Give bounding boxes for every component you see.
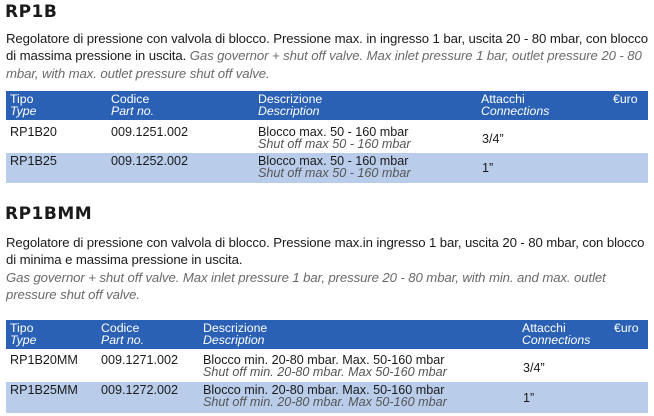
description-italian: Regolatore di pressione con valvola di b… — [6, 235, 645, 268]
row-code: 009.1252.002 — [111, 154, 189, 168]
table-row: RP1B25MM 009.1272.002 Blocco min. 20-80 … — [6, 382, 648, 413]
row-description: Blocco max. 50 - 160 mbar Shut off max 50… — [258, 125, 411, 151]
row-connection: 1” — [523, 391, 535, 405]
header-connections: Attacchi Connections — [481, 92, 550, 118]
header-price: €uro — [614, 321, 639, 335]
row-type: RP1B25 — [10, 154, 57, 168]
table-header-rp1b: Tipo Type Codice Part no. Descrizione Descr… — [6, 91, 648, 120]
header-connections: Attacchi Connections — [522, 321, 591, 347]
row-type: RP1B25MM — [10, 383, 78, 397]
row-description: Blocco min. 20-80 mbar. Max. 50-160 mbar… — [203, 353, 447, 379]
header-price: €uro — [613, 92, 638, 106]
row-code: 009.1271.002 — [101, 353, 179, 367]
table-row: RP1B20MM 009.1271.002 Blocco min. 20-80 … — [6, 351, 648, 381]
description-italian: Regolatore di pressione con valvola di b… — [6, 31, 648, 64]
header-description: Descrizione Description — [258, 92, 323, 118]
row-description: Blocco max. 50 - 160 mbar Shut off max 50… — [258, 154, 411, 180]
section-description-rp1b: Regolatore di pressione con valvola di b… — [6, 30, 651, 82]
header-type: Tipo Type — [10, 321, 37, 347]
row-connection: 3/4” — [523, 361, 545, 375]
header-code: Codice Part no. — [101, 321, 145, 347]
row-code: 009.1251.002 — [111, 125, 189, 139]
description-english: Gas governor + shut off valve. Max inlet… — [6, 269, 606, 302]
section-title-rp1b: RP1B — [5, 2, 58, 22]
row-description: Blocco min. 20-80 mbar. Max. 50-160 mbar… — [203, 383, 447, 409]
section-description-rp1bmm: Regolatore di pressione con valvola di b… — [6, 234, 651, 303]
table-row: RP1B25 009.1252.002 Blocco max. 50 - 160… — [6, 153, 648, 183]
description-english: Gas governor + shut off valve. Max inlet… — [6, 48, 642, 81]
table-row: RP1B20 009.1251.002 Blocco max. 50 - 160… — [6, 123, 648, 152]
table-header-rp1bmm: Tipo Type Codice Part no. Descrizione Descr… — [6, 320, 648, 349]
header-description: Descrizione Description — [203, 321, 268, 347]
row-type: RP1B20MM — [10, 353, 78, 367]
row-connection: 1” — [482, 161, 494, 175]
header-code: Codice Part no. — [111, 92, 155, 118]
row-code: 009.1272.002 — [101, 383, 179, 397]
section-title-rp1bmm: RP1BMM — [5, 204, 93, 224]
row-type: RP1B20 — [10, 125, 57, 139]
header-type: Tipo Type — [10, 92, 37, 118]
row-connection: 3/4” — [482, 132, 504, 146]
